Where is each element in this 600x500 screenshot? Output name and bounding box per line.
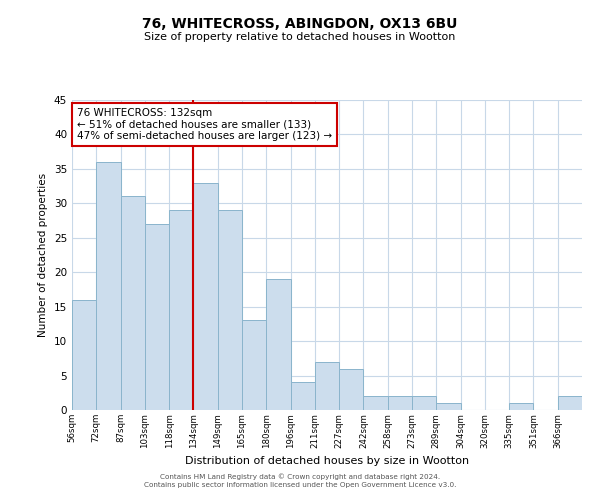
Text: Size of property relative to detached houses in Wootton: Size of property relative to detached ho… <box>145 32 455 42</box>
Bar <box>121 196 145 410</box>
X-axis label: Distribution of detached houses by size in Wootton: Distribution of detached houses by size … <box>185 456 469 466</box>
Bar <box>558 396 582 410</box>
Text: 76, WHITECROSS, ABINGDON, OX13 6BU: 76, WHITECROSS, ABINGDON, OX13 6BU <box>142 18 458 32</box>
Bar <box>96 162 121 410</box>
Bar <box>364 396 388 410</box>
Text: Contains HM Land Registry data © Crown copyright and database right 2024.
Contai: Contains HM Land Registry data © Crown c… <box>144 474 456 488</box>
Bar <box>193 182 218 410</box>
Bar <box>169 210 193 410</box>
Text: 76 WHITECROSS: 132sqm
← 51% of detached houses are smaller (133)
47% of semi-det: 76 WHITECROSS: 132sqm ← 51% of detached … <box>77 108 332 141</box>
Bar <box>436 403 461 410</box>
Bar <box>218 210 242 410</box>
Bar <box>290 382 315 410</box>
Bar <box>242 320 266 410</box>
Bar <box>315 362 339 410</box>
Bar <box>145 224 169 410</box>
Bar <box>339 368 364 410</box>
Bar <box>72 300 96 410</box>
Bar <box>266 279 290 410</box>
Bar <box>388 396 412 410</box>
Bar <box>412 396 436 410</box>
Bar <box>509 403 533 410</box>
Y-axis label: Number of detached properties: Number of detached properties <box>38 173 49 337</box>
